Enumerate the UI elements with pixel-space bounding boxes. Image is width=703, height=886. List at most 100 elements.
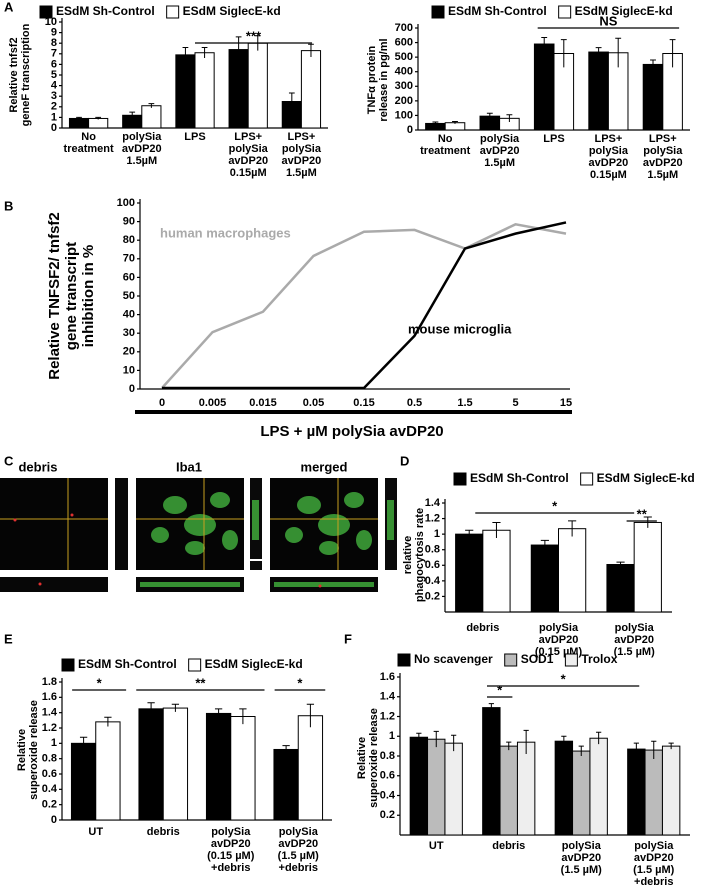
error-bar — [306, 703, 315, 728]
x-tick-label: 0.15 — [353, 397, 374, 409]
y-tick-label: 2 — [51, 101, 57, 113]
x-tick-label: polySia avDP20 1.5µM — [480, 133, 520, 169]
y-axis-label: Relativesuperoxide release — [356, 708, 380, 808]
y-tick-label: 0.6 — [425, 559, 440, 571]
y-tick-label: 200 — [395, 95, 413, 107]
panel-letter: B — [4, 198, 13, 213]
legend-swatch — [188, 658, 202, 672]
bar — [68, 117, 90, 129]
y-tick-label: 9 — [51, 27, 57, 39]
y-tick-label: 90 — [123, 216, 135, 228]
bar — [194, 52, 215, 129]
legend-swatch — [580, 472, 594, 486]
y-tick-label: 6 — [51, 58, 57, 70]
x-tick-label: 0.015 — [249, 397, 277, 409]
error-bar — [147, 702, 155, 715]
y-tick-label: 0.4 — [42, 783, 58, 795]
y-tick-label: 0.2 — [42, 799, 57, 811]
micrographs — [0, 478, 397, 592]
line — [162, 221, 567, 390]
x-tick-label: 0.005 — [199, 397, 227, 409]
y-tick-label: 0.8 — [42, 753, 57, 765]
legend-swatch — [558, 5, 572, 19]
error-bar — [486, 112, 493, 120]
error-bar — [596, 731, 602, 745]
significance-label: NS — [599, 13, 617, 28]
x-axis-label: LPS + µM polySia avDP20 — [260, 423, 443, 440]
x-tick-label: 15 — [560, 397, 572, 409]
x-tick-label: LPS+ polySia avDP20 0.15µM — [228, 131, 268, 179]
y-axis-label: Relative TNFSF2/ tnfsf2gene transcriptin… — [46, 212, 97, 380]
x-tick-label: LPS+ polySia avDP20 1.5µM — [282, 131, 322, 179]
y-tick-label: 10 — [45, 16, 57, 28]
legend-label: No scavenger — [414, 652, 493, 666]
error-bar — [288, 92, 295, 110]
line — [161, 223, 567, 389]
y-tick-label: 70 — [123, 253, 135, 265]
error-bar — [506, 741, 512, 751]
error-bar — [239, 708, 247, 725]
error-bar — [451, 734, 457, 752]
y-tick-label: 1.2 — [380, 710, 395, 722]
y-tick-label: 60 — [123, 271, 135, 283]
y-tick-label: 20 — [123, 346, 135, 358]
y-axis-label: relativephagocytosis rate — [402, 508, 426, 602]
bar — [499, 745, 518, 836]
bar — [230, 716, 256, 821]
y-tick-label: 1 — [51, 111, 57, 123]
y-tick-label: 1 — [389, 730, 395, 742]
x-tick-label: debris — [492, 840, 525, 852]
series-label: human macrophages — [160, 225, 291, 240]
x-tick-label: LPS — [184, 131, 205, 143]
bar — [533, 43, 555, 131]
y-tick-label: 80 — [123, 234, 135, 246]
bar — [606, 564, 635, 613]
bar — [409, 736, 429, 836]
y-tick-label: 1.2 — [42, 722, 57, 734]
y-tick-label: 40 — [123, 309, 135, 321]
error-bar — [540, 539, 549, 550]
legend-label: ESdM Sh-Control — [78, 657, 177, 671]
bar — [589, 737, 608, 836]
y-tick-label: 1.8 — [42, 676, 57, 688]
bar — [627, 748, 646, 836]
significance-label: ** — [195, 675, 206, 690]
error-bar — [668, 742, 674, 750]
series-label: mouse microglia — [408, 321, 512, 336]
y-tick-label: 400 — [395, 66, 413, 78]
error-bar — [129, 111, 136, 119]
error-bar — [148, 103, 155, 108]
error-bar — [95, 116, 102, 120]
error-bar — [214, 708, 223, 719]
bar — [633, 521, 662, 613]
y-tick-label: 0.8 — [425, 544, 440, 556]
bar — [141, 105, 162, 129]
error-bar — [643, 516, 652, 528]
y-tick-label: 0.6 — [42, 768, 57, 780]
legend-swatch — [39, 5, 53, 19]
legend-label: ESdM Sh-Control — [470, 471, 569, 485]
y-tick-label: 50 — [123, 290, 135, 302]
error-bar — [616, 561, 625, 567]
error-bar — [79, 736, 88, 750]
error-bar — [568, 520, 577, 537]
x-tick-label: 5 — [512, 397, 518, 409]
y-tick-label: 0.8 — [380, 750, 395, 762]
legend-label: ESdM Sh-Control — [448, 4, 547, 18]
error-bar — [465, 529, 474, 539]
x-tick-label: polySia avDP20 (0.15 µM) +debris — [207, 826, 255, 874]
legend-swatch — [61, 658, 75, 672]
image-label: Iba1 — [176, 459, 202, 474]
y-tick-label: 0.4 — [425, 575, 441, 587]
legend-label: ESdM SiglecE-kd — [205, 657, 303, 671]
bar — [588, 51, 609, 131]
y-tick-label: 1.2 — [425, 512, 440, 524]
x-tick-label: LPS — [543, 133, 564, 145]
error-bar — [541, 36, 548, 51]
error-bar — [308, 43, 314, 57]
error-bar — [433, 730, 439, 748]
bar — [554, 740, 574, 836]
bar — [642, 63, 664, 131]
error-bar — [76, 116, 82, 120]
